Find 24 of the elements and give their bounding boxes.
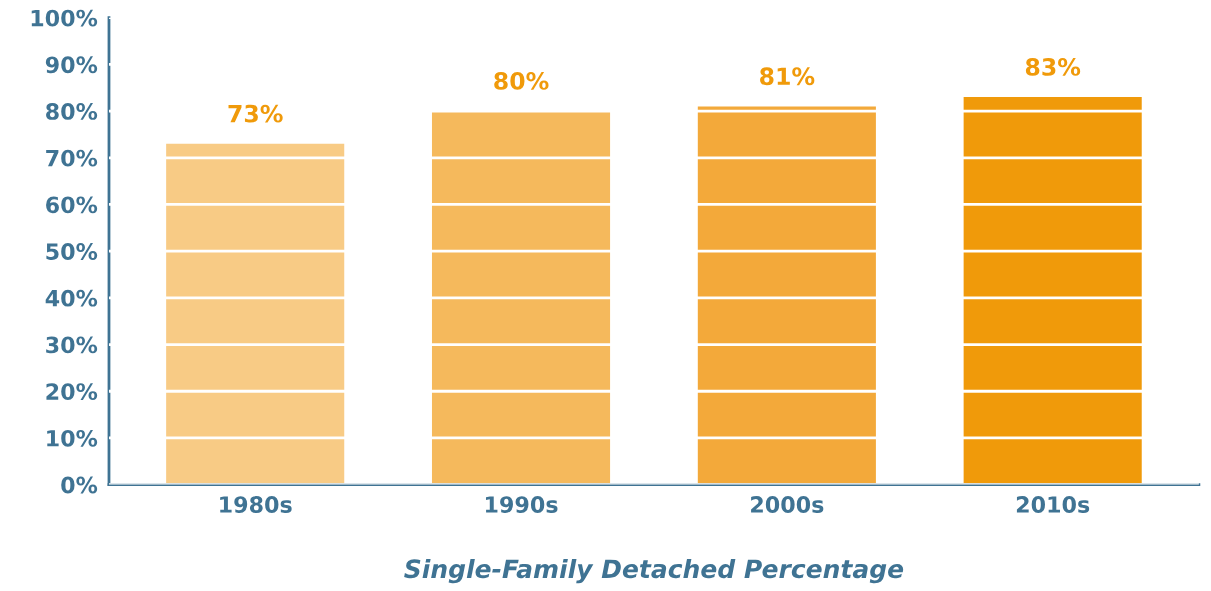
y-tick-label: 100% bbox=[31, 9, 98, 27]
x-tick-label: 1980s bbox=[220, 496, 292, 513]
data-label: 81% bbox=[760, 67, 815, 86]
bar bbox=[166, 143, 345, 485]
data-label: 80% bbox=[494, 72, 549, 90]
x-axis-title: Single-Family Detached Percentage bbox=[404, 558, 904, 584]
y-tick-label: 70% bbox=[46, 149, 98, 167]
y-tick-label: 30% bbox=[46, 336, 98, 354]
y-tick-label: 90% bbox=[45, 56, 98, 74]
y-tick-label: 80% bbox=[46, 103, 98, 120]
data-label: 73% bbox=[228, 104, 283, 123]
bar bbox=[697, 106, 876, 485]
x-tick-label: 1990s bbox=[486, 496, 558, 513]
y-tick-label: 60% bbox=[46, 196, 98, 214]
y-tick-label: 20% bbox=[46, 383, 98, 400]
x-tick-label: 2000s bbox=[751, 496, 824, 513]
y-tick-label: 10% bbox=[47, 429, 98, 447]
x-tick-label: 2010s bbox=[1016, 496, 1090, 513]
y-tick-label: 0% bbox=[61, 476, 98, 494]
y-tick-label: 50% bbox=[46, 243, 98, 260]
bar bbox=[431, 111, 611, 485]
data-label: 83% bbox=[1025, 58, 1081, 76]
bar bbox=[963, 97, 1142, 485]
y-tick-label: 40% bbox=[45, 289, 98, 307]
